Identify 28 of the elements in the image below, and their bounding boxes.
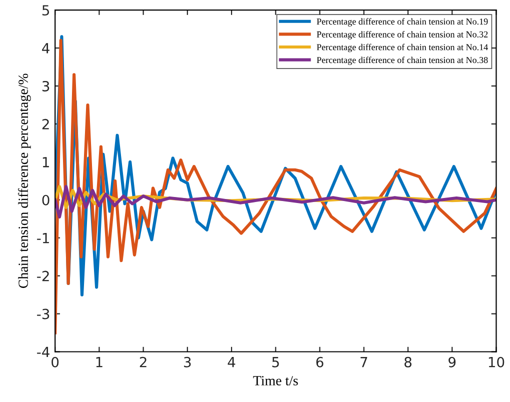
x-tick-label: 9 <box>448 356 456 368</box>
x-tick-label: 0 <box>52 356 59 368</box>
y-tick-label: -1 <box>37 233 49 244</box>
y-tick-label: 0 <box>42 194 50 206</box>
legend-label: Percentage difference of chain tension at No.14 <box>316 44 488 52</box>
y-tick-label: -2 <box>37 270 49 282</box>
x-tick-label: 5 <box>272 357 279 368</box>
x-axis-title: Time t/s <box>253 376 298 386</box>
x-tick-label: 4 <box>228 357 236 368</box>
y-tick-label: 1 <box>42 157 49 168</box>
x-tick-label: 7 <box>360 357 368 368</box>
legend-label: Percentage difference of chain tension at No.19 <box>316 18 488 26</box>
x-tick-label: 8 <box>404 356 412 368</box>
y-tick-label: 5 <box>42 5 50 16</box>
x-tick-label: 1 <box>96 357 102 368</box>
y-tick-label: -4 <box>37 346 50 358</box>
x-tick-label: 2 <box>140 356 146 368</box>
y-axis-title: Chain tension difference percentage/% <box>18 74 31 288</box>
x-tick-label: 10 <box>488 356 504 368</box>
y-tick-label: 2 <box>42 118 49 130</box>
legend-label: Percentage difference of chain tension at No.32 <box>316 30 488 40</box>
y-tick-label: -3 <box>37 308 50 320</box>
x-tick-label: 6 <box>316 356 324 368</box>
y-tick-label: 4 <box>42 43 50 54</box>
line-series <box>55 185 496 218</box>
legend-label: Percentage difference of chain tension at No.38 <box>316 56 488 65</box>
y-tick-label: 3 <box>42 80 50 92</box>
x-tick-label: 3 <box>184 356 191 368</box>
